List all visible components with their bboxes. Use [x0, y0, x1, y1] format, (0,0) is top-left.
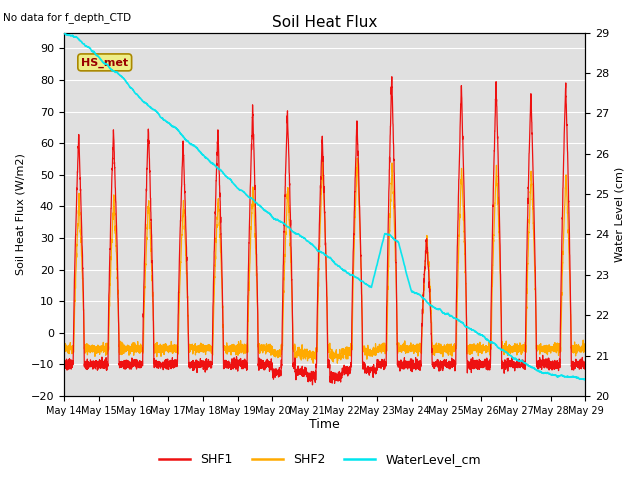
X-axis label: Time: Time	[309, 419, 340, 432]
Legend: SHF1, SHF2, WaterLevel_cm: SHF1, SHF2, WaterLevel_cm	[154, 448, 486, 471]
Text: No data for f_depth_CTD: No data for f_depth_CTD	[3, 12, 131, 23]
Y-axis label: Water Level (cm): Water Level (cm)	[615, 167, 625, 262]
Title: Soil Heat Flux: Soil Heat Flux	[272, 15, 378, 30]
Text: HS_met: HS_met	[81, 57, 128, 68]
Y-axis label: Soil Heat Flux (W/m2): Soil Heat Flux (W/m2)	[15, 153, 25, 275]
